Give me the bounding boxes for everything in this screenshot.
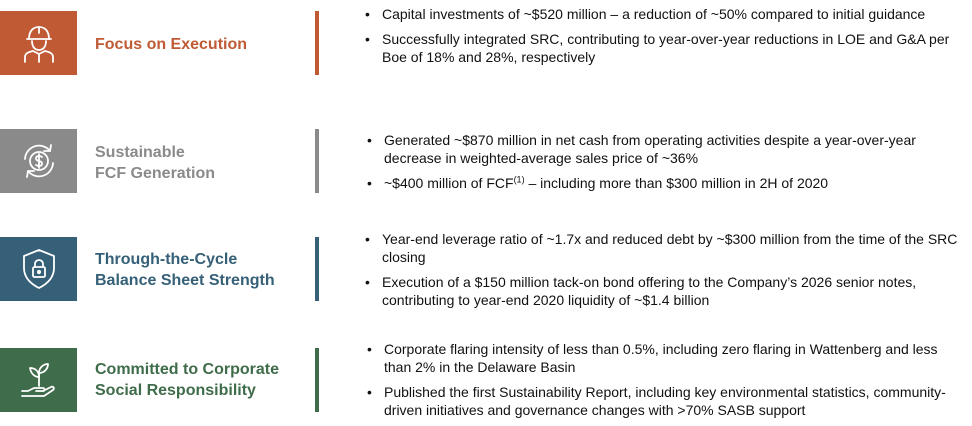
fcf-icon-box: [0, 129, 77, 193]
balance-icon-box: [0, 237, 77, 301]
social-icon-box: [0, 348, 77, 412]
list-item: Corporate flaring intensity of less than…: [367, 340, 957, 376]
pillar-title: Committed to Corporate Social Responsibi…: [95, 361, 279, 399]
footnote-marker: (1): [513, 174, 525, 185]
bullet-list: Year-end leverage ratio of ~1.7x and red…: [365, 230, 960, 316]
divider: [315, 129, 319, 193]
shield-lock-icon: [22, 249, 55, 289]
list-item: Published the first Sustainability Repor…: [367, 383, 957, 419]
bullet-list: Generated ~$870 million in net cash from…: [367, 131, 962, 199]
list-item: Successfully integrated SRC, contributin…: [365, 30, 955, 66]
pillar-title: Sustainable FCF Generation: [95, 144, 216, 182]
worker-hardhat-icon: [23, 26, 54, 63]
list-item: Generated ~$870 million in net cash from…: [367, 131, 962, 167]
list-item: Year-end leverage ratio of ~1.7x and red…: [365, 230, 960, 266]
bullet-list: Corporate flaring intensity of less than…: [367, 340, 957, 426]
hand-plant-icon: [20, 363, 55, 397]
execution-icon-box: [0, 11, 77, 75]
list-item: Capital investments of ~$520 million – a…: [365, 5, 955, 23]
divider: [315, 11, 319, 75]
list-item: Execution of a $150 million tack-on bond…: [365, 273, 960, 309]
divider: [315, 348, 319, 412]
pillar-title: Focus on Execution: [95, 36, 248, 53]
bullet-list: Capital investments of ~$520 million – a…: [365, 5, 955, 73]
divider: [315, 237, 319, 301]
pillar-title: Through-the-Cycle Balance Sheet Strength: [95, 251, 275, 289]
dollar-cycle-icon: [23, 144, 54, 178]
list-item: ~$400 million of FCF(1) – including more…: [367, 174, 962, 192]
